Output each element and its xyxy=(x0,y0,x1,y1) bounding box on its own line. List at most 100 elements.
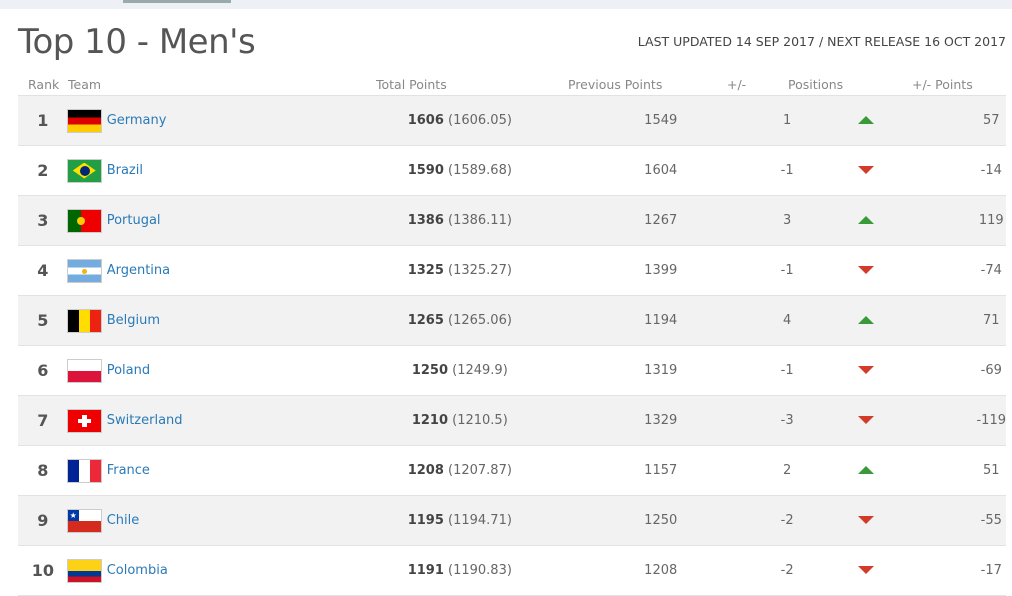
flag-poland-icon xyxy=(67,359,101,382)
position-change: 3 xyxy=(783,213,792,228)
total-points: 1265 (1265.06) xyxy=(316,296,604,346)
table-row: 9 ★ Chile 1195 (1194.71) 1250 -2 -55 xyxy=(18,495,1006,546)
flag-argentina-icon xyxy=(67,259,101,282)
position-change: 1 xyxy=(783,113,792,128)
total-points-rounded: 1250 xyxy=(411,363,448,378)
flag-germany-icon xyxy=(67,109,101,132)
total-points-exact: (1386.11) xyxy=(448,213,512,228)
flag-portugal-icon xyxy=(67,209,101,232)
team-link[interactable]: Portugal xyxy=(106,213,161,228)
total-points-rounded: 1606 xyxy=(407,113,444,128)
rank: 5 xyxy=(37,311,49,330)
arrow-up-icon xyxy=(858,116,875,124)
rank: 7 xyxy=(37,411,49,430)
points-change: -69 xyxy=(980,363,1002,378)
rank: 6 xyxy=(37,361,49,380)
flag-france-icon xyxy=(67,459,101,482)
rank: 10 xyxy=(31,561,54,580)
arrow-down-icon xyxy=(858,266,875,274)
position-change: 4 xyxy=(783,313,792,328)
total-points: 1590 (1589.68) xyxy=(316,146,604,196)
total-points: 1210 (1210.5) xyxy=(316,396,604,446)
table-row: 10 Colombia 1191 (1190.83) 1208 -2 -17 xyxy=(18,545,1006,596)
points-change: -74 xyxy=(980,263,1002,278)
site-logo[interactable] xyxy=(123,0,231,3)
previous-points: 1319 xyxy=(644,363,678,378)
previous-points: 1267 xyxy=(644,213,678,228)
total-points-rounded: 1590 xyxy=(407,163,444,178)
position-change: 2 xyxy=(783,463,792,478)
rank: 2 xyxy=(37,161,49,180)
team-link[interactable]: Chile xyxy=(106,513,140,528)
previous-points: 1399 xyxy=(644,263,678,278)
points-change: 57 xyxy=(982,113,1000,128)
position-change: -2 xyxy=(780,513,794,528)
points-change: -14 xyxy=(980,163,1002,178)
position-change: -3 xyxy=(780,413,794,428)
position-change: -1 xyxy=(780,363,794,378)
table-row: 4 Argentina 1325 (1325.27) 1399 -1 -74 xyxy=(18,245,1006,296)
table-row: 1 Germany 1606 (1606.05) 1549 1 57 xyxy=(18,95,1006,146)
points-change: 51 xyxy=(982,463,1000,478)
team-link[interactable]: Switzerland xyxy=(106,413,183,428)
total-points-exact: (1194.71) xyxy=(448,513,512,528)
team-link[interactable]: Colombia xyxy=(106,563,168,578)
flag-colombia-icon xyxy=(67,559,101,582)
rank: 1 xyxy=(37,111,49,130)
team-link[interactable]: Argentina xyxy=(106,263,171,278)
points-change: -119 xyxy=(976,413,1006,428)
top-nav-bar xyxy=(0,0,1012,9)
total-points: 1325 (1325.27) xyxy=(316,246,604,296)
table-row: 2 Brazil 1590 (1589.68) 1604 -1 -14 xyxy=(18,145,1006,196)
total-points-rounded: 1195 xyxy=(407,513,444,528)
team-link[interactable]: Poland xyxy=(106,363,151,378)
arrow-down-icon xyxy=(858,566,875,574)
flag-chile-icon: ★ xyxy=(67,509,101,532)
team-link[interactable]: Brazil xyxy=(106,163,143,178)
table-row: 3 Portugal 1386 (1386.11) 1267 3 119 xyxy=(18,195,1006,246)
total-points-rounded: 1386 xyxy=(407,213,444,228)
col-team: Team xyxy=(68,77,102,92)
rankings-table: 1 Germany 1606 (1606.05) 1549 1 57 2 Braz… xyxy=(18,95,1006,596)
total-points-exact: (1589.68) xyxy=(448,163,512,178)
arrow-down-icon xyxy=(858,366,875,374)
col-change: +/- xyxy=(727,77,747,92)
arrow-up-icon xyxy=(858,216,875,224)
points-change: 71 xyxy=(982,313,1000,328)
previous-points: 1604 xyxy=(644,163,678,178)
arrow-down-icon xyxy=(858,516,875,524)
total-points: 1195 (1194.71) xyxy=(316,496,604,546)
team-link[interactable]: Belgium xyxy=(106,313,160,328)
total-points-exact: (1207.87) xyxy=(448,463,512,478)
flag-switzerland-icon xyxy=(67,409,101,432)
table-row: 8 France 1208 (1207.87) 1157 2 51 xyxy=(18,445,1006,496)
rank: 4 xyxy=(37,261,49,280)
rank: 3 xyxy=(37,211,49,230)
position-change: -1 xyxy=(780,263,794,278)
flag-brazil-icon xyxy=(67,159,101,182)
update-info: LAST UPDATED 14 SEP 2017 / NEXT RELEASE … xyxy=(637,34,1006,49)
rank: 9 xyxy=(37,511,49,530)
total-points: 1606 (1606.05) xyxy=(316,96,604,146)
total-points: 1386 (1386.11) xyxy=(316,196,604,246)
total-points-rounded: 1210 xyxy=(411,413,448,428)
previous-points: 1157 xyxy=(644,463,678,478)
team-link[interactable]: Germany xyxy=(106,113,167,128)
previous-points: 1329 xyxy=(644,413,678,428)
total-points: 1208 (1207.87) xyxy=(316,446,604,496)
flag-belgium-icon xyxy=(67,309,101,332)
points-change: 119 xyxy=(978,213,1004,228)
table-row: 7 Switzerland 1210 (1210.5) 1329 -3 -119 xyxy=(18,395,1006,446)
arrow-down-icon xyxy=(858,416,875,424)
previous-points: 1208 xyxy=(644,563,678,578)
points-change: -55 xyxy=(980,513,1002,528)
col-total: Total Points xyxy=(376,77,447,92)
total-points-rounded: 1191 xyxy=(407,563,444,578)
previous-points: 1549 xyxy=(644,113,678,128)
total-points-exact: (1190.83) xyxy=(448,563,512,578)
arrow-down-icon xyxy=(858,166,875,174)
total-points-exact: (1210.5) xyxy=(452,413,508,428)
total-points: 1250 (1249.9) xyxy=(316,346,604,396)
position-change: -2 xyxy=(780,563,794,578)
team-link[interactable]: France xyxy=(106,463,150,478)
